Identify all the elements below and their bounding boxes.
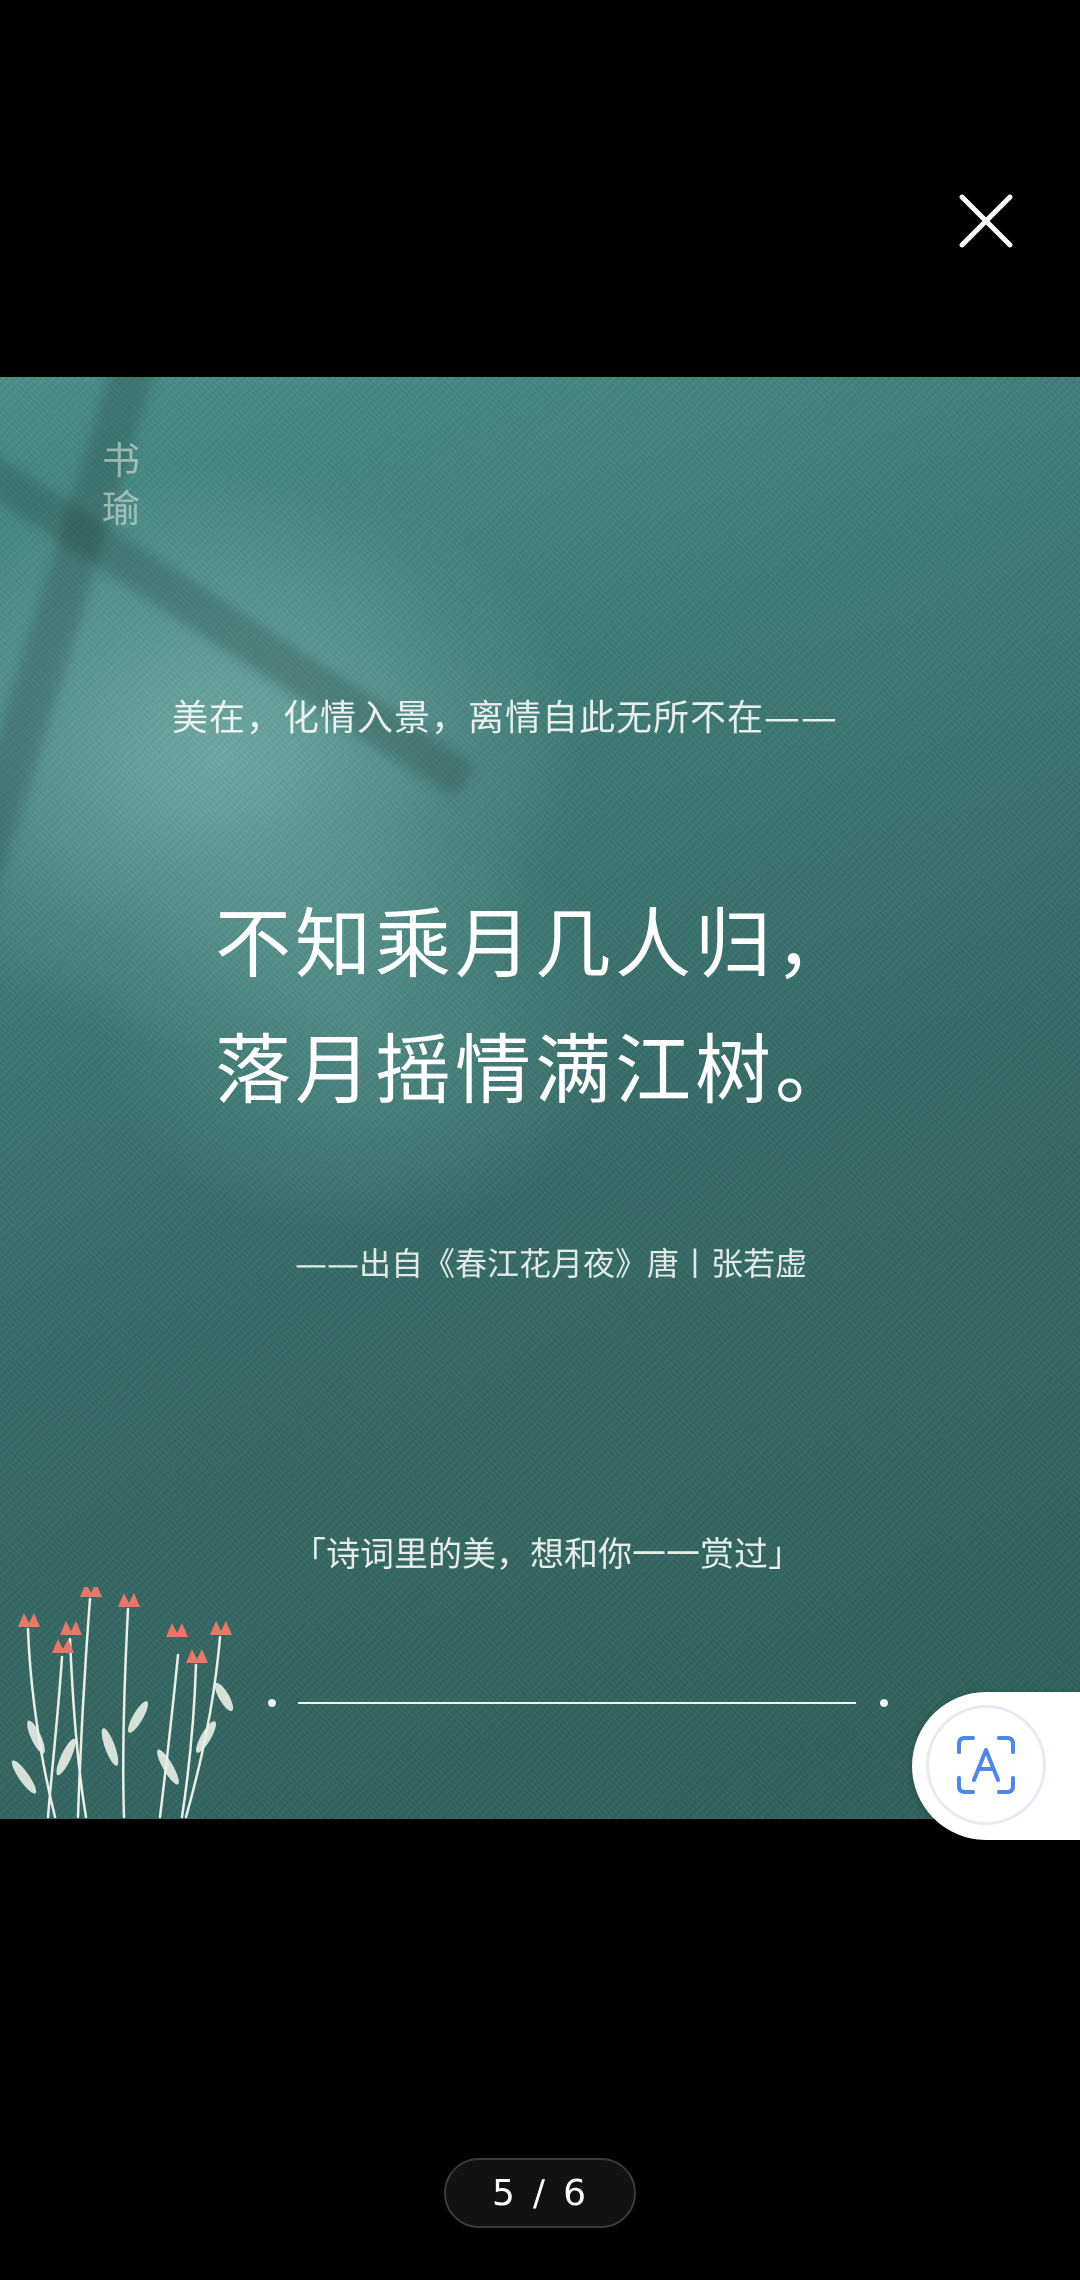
current-page: 5 bbox=[492, 2172, 517, 2214]
text-recognition-panel bbox=[912, 1692, 1080, 1840]
close-icon bbox=[959, 194, 1013, 248]
decorative-divider bbox=[268, 1697, 888, 1709]
paper-texture bbox=[0, 377, 1080, 1819]
poem-poster-image: 书瑜 美在，化情入景，离情自此无所不在—— 不知乘月几人归， 落月摇情满江树。 … bbox=[0, 377, 1080, 1819]
poster-tagline: 「诗词里的美，想和你一一赏过」 bbox=[292, 1535, 802, 1575]
total-pages: 6 bbox=[563, 2172, 588, 2214]
poster-subtitle: 美在，化情入景，离情自此无所不在—— bbox=[172, 698, 839, 739]
flower-decoration bbox=[11, 1587, 234, 1819]
poem-line-2: 落月摇情满江树。 bbox=[215, 1026, 855, 1115]
poem-line-1: 不知乘月几人归， bbox=[215, 900, 855, 989]
poem-source: ——出自《春江花月夜》唐丨张若虚 bbox=[295, 1245, 808, 1283]
artist-seal: 书瑜 bbox=[101, 439, 140, 531]
divider-dot-right bbox=[880, 1699, 888, 1707]
close-button[interactable] bbox=[950, 185, 1022, 257]
page-indicator: 5 / 6 bbox=[444, 2158, 636, 2228]
page-separator: / bbox=[532, 2172, 548, 2214]
divider-line bbox=[298, 1702, 856, 1704]
text-recognition-button[interactable] bbox=[926, 1705, 1046, 1825]
divider-dot-left bbox=[268, 1699, 276, 1707]
text-recognition-icon bbox=[957, 1736, 1015, 1794]
